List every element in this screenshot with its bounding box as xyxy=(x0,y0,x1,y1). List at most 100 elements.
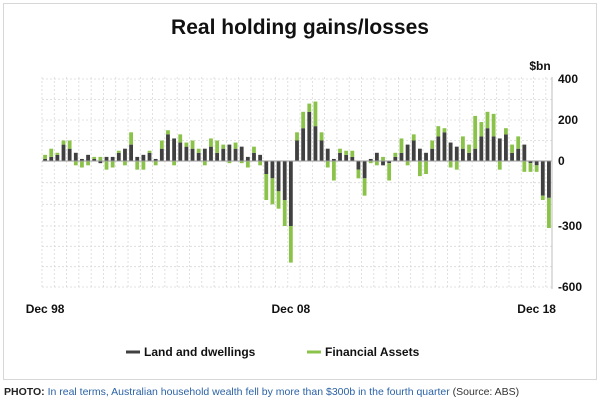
financial-assets-bar xyxy=(350,150,355,157)
financial-assets-bar xyxy=(374,161,379,166)
financial-assets-bar xyxy=(116,150,121,153)
land-dwellings-bar xyxy=(516,148,521,161)
y-axis-unit-label: $bn xyxy=(529,59,550,73)
gridlines xyxy=(41,77,552,289)
land-dwellings-bar xyxy=(522,144,527,161)
land-dwellings-bar xyxy=(61,144,66,161)
land-dwellings-bar xyxy=(270,161,275,179)
land-dwellings-bar xyxy=(504,134,508,161)
financial-assets-bar xyxy=(547,197,551,229)
land-dwellings-bar xyxy=(184,146,189,161)
land-dwellings-bar xyxy=(73,152,78,161)
financial-assets-bar xyxy=(172,161,177,166)
land-dwellings-bar xyxy=(411,140,416,161)
financial-assets-bar xyxy=(510,144,514,153)
land-dwellings-bar xyxy=(454,146,459,161)
financial-assets-bar xyxy=(270,178,275,205)
financial-assets-bar xyxy=(405,161,410,166)
financial-assets-bar xyxy=(442,128,447,133)
financial-assets-bar xyxy=(209,138,213,147)
financial-assets-bar xyxy=(491,113,496,137)
financial-assets-bar xyxy=(325,161,330,168)
land-dwellings-bar xyxy=(547,161,551,198)
land-dwellings-bar xyxy=(344,154,349,161)
land-dwellings-bar xyxy=(239,146,244,161)
financial-assets-bar xyxy=(479,122,484,137)
financial-assets-bar xyxy=(467,144,471,153)
land-dwellings-bar xyxy=(190,148,195,161)
financial-assets-bar xyxy=(227,161,232,164)
y-tick-label: -300 xyxy=(558,219,582,233)
financial-assets-bar xyxy=(49,148,54,157)
financial-assets-bar xyxy=(221,144,226,149)
financial-assets-bar xyxy=(67,140,72,149)
y-tick-label: 200 xyxy=(558,113,578,127)
land-dwellings-bar xyxy=(67,148,72,161)
land-dwellings-bar xyxy=(202,148,207,161)
financial-assets-bar xyxy=(276,191,281,209)
financial-assets-bar xyxy=(98,156,103,161)
land-dwellings-bar xyxy=(534,161,539,166)
land-dwellings-bar xyxy=(467,152,471,161)
land-dwellings-bar xyxy=(215,152,220,161)
x-tick-label: Dec 18 xyxy=(517,302,556,316)
financial-assets-bar xyxy=(80,161,84,168)
land-dwellings-bar xyxy=(485,128,490,161)
financial-assets-bar xyxy=(534,165,539,172)
financial-assets-bar xyxy=(319,132,324,141)
financial-assets-bar xyxy=(461,136,465,149)
financial-assets-bar xyxy=(362,178,367,196)
land-dwellings-bar xyxy=(381,161,385,166)
financial-assets-bar xyxy=(55,152,60,155)
land-dwellings-bar xyxy=(362,161,367,179)
y-tick-label: 400 xyxy=(558,72,578,86)
financial-assets-bar xyxy=(295,132,299,141)
financial-assets-bar xyxy=(104,161,109,170)
land-dwellings-bar xyxy=(399,152,404,161)
land-dwellings-bar xyxy=(110,156,115,161)
land-dwellings-bar xyxy=(436,136,441,161)
land-dwellings-bar xyxy=(49,156,54,161)
financial-assets-bar xyxy=(313,101,318,127)
caption-link[interactable]: In real terms, Australian household weal… xyxy=(47,386,450,398)
land-dwellings-bar xyxy=(393,156,398,161)
financial-assets-bar xyxy=(528,163,533,172)
land-dwellings-bar xyxy=(178,142,183,161)
financial-assets-bar xyxy=(338,148,342,153)
financial-assets-bar xyxy=(43,154,47,159)
legend: Land and dwellings Financial Assets xyxy=(126,345,420,359)
financial-assets-bar xyxy=(540,195,545,200)
financial-assets-bar xyxy=(202,161,207,166)
financial-assets-bar xyxy=(307,103,312,112)
financial-assets-bar xyxy=(147,150,152,153)
financial-assets-bar xyxy=(356,169,361,179)
financial-assets-bar xyxy=(196,148,201,153)
land-dwellings-bar xyxy=(473,148,478,161)
financial-assets-bar xyxy=(178,134,183,143)
land-dwellings-bar xyxy=(92,158,97,161)
financial-assets-bar xyxy=(239,161,244,164)
financial-assets-bar xyxy=(129,132,133,145)
land-dwellings-bar xyxy=(43,158,47,161)
land-dwellings-bar xyxy=(528,161,533,164)
financial-assets-bar xyxy=(288,226,293,263)
financial-assets-bar xyxy=(473,115,478,149)
financial-assets-bar xyxy=(73,161,78,166)
financial-assets-bar xyxy=(436,126,441,137)
land-dwellings-bar xyxy=(288,161,293,226)
land-dwellings-bar xyxy=(368,158,373,161)
financial-assets-bar xyxy=(504,128,508,135)
financial-assets-bar xyxy=(86,161,90,166)
land-dwellings-bar xyxy=(129,144,133,161)
financial-assets-bar xyxy=(135,161,140,170)
financial-assets-bar xyxy=(252,146,256,153)
legend-label-financial: Financial Assets xyxy=(325,345,420,359)
land-dwellings-bar xyxy=(424,152,428,161)
land-dwellings-bar xyxy=(479,136,484,161)
financial-assets-bar xyxy=(184,142,189,147)
caption-lead: PHOTO: xyxy=(4,386,45,398)
financial-assets-bar xyxy=(424,161,428,174)
chart-frame: Real holding gains/losses $bn 400 200 0 -30… xyxy=(3,3,597,380)
land-dwellings-bar xyxy=(196,152,201,161)
legend-label-land: Land and dwellings xyxy=(144,345,256,359)
